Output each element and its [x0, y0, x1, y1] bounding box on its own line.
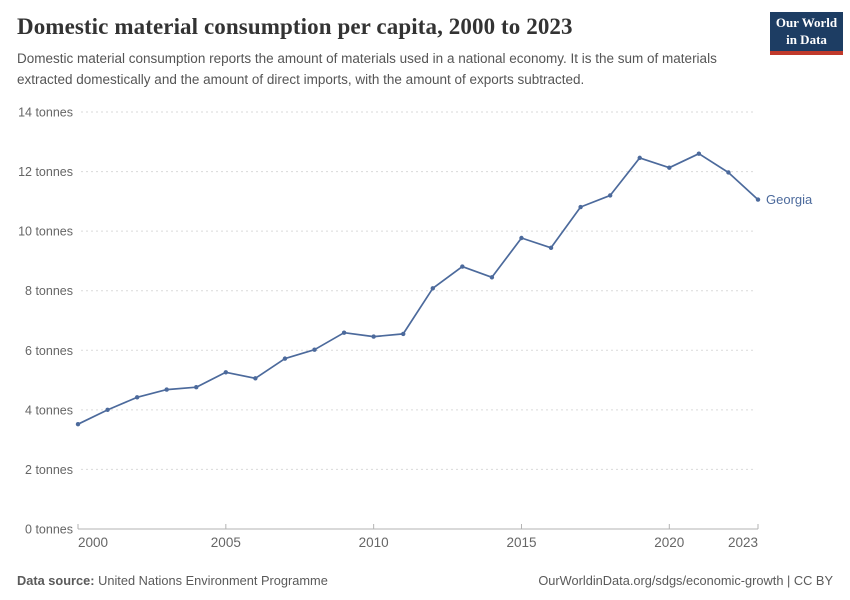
data-source-label: Data source:: [17, 573, 95, 588]
chart-subtitle: Domestic material consumption reports th…: [17, 51, 717, 87]
chart-title: Domestic material consumption per capita…: [17, 14, 573, 39]
series-line: [77, 152, 759, 426]
data-point: [755, 197, 761, 202]
line-chart: 0 tonnes 2 tonnes 4 tonnes 6 tonnes 8 tonnes…: [0, 95, 850, 560]
x-tick-label: 2010: [359, 535, 389, 550]
y-tick-label: 12 tonnes: [18, 165, 73, 179]
y-tick-label: 8 tonnes: [25, 284, 73, 298]
data-point: [667, 165, 672, 170]
data-point: [134, 395, 140, 400]
owid-logo-line1: Our World: [775, 15, 838, 31]
data-point: [726, 170, 731, 175]
data-point: [578, 204, 583, 210]
data-source: Data source: United Nations Environment …: [17, 573, 328, 588]
chart-footer: Data source: United Nations Environment …: [17, 573, 833, 588]
data-point: [696, 151, 702, 156]
y-tick-label: 14 tonnes: [18, 106, 73, 120]
y-tick-label: 0 tonnes: [25, 523, 73, 537]
data-point: [607, 193, 613, 198]
data-point: [341, 330, 347, 335]
data-point: [282, 356, 288, 361]
x-tick-label: 2005: [211, 535, 241, 550]
data-point: [548, 245, 554, 251]
x-tick-label: 2023: [728, 535, 758, 550]
data-point: [489, 275, 495, 280]
owid-logo: Our World in Data: [770, 12, 843, 55]
x-tick-label: 2015: [506, 535, 536, 550]
credit-line: OurWorldinData.org/sdgs/economic-growth …: [538, 573, 833, 588]
series-label[interactable]: Georgia: [766, 192, 813, 207]
y-tick-label: 10 tonnes: [18, 225, 73, 239]
data-point: [460, 264, 465, 269]
x-tick-label: 2020: [654, 535, 684, 550]
data-point: [164, 387, 169, 392]
chart-header: Domestic material consumption per capita…: [17, 14, 755, 91]
y-tick-label: 2 tonnes: [25, 463, 73, 477]
data-point: [194, 385, 199, 390]
data-point: [223, 370, 229, 375]
owid-logo-line2: in Data: [786, 31, 827, 47]
data-point: [430, 286, 435, 291]
x-tick-label: 2000: [78, 535, 108, 550]
data-point: [312, 347, 317, 352]
data-point: [253, 376, 258, 381]
data-point: [519, 235, 524, 241]
data-point: [371, 334, 376, 339]
data-point: [401, 331, 406, 337]
data-point: [637, 155, 642, 161]
line-chart-svg: 0 tonnes 2 tonnes 4 tonnes 6 tonnes 8 tonnes…: [18, 106, 813, 551]
data-point: [105, 407, 110, 413]
y-tick-label: 6 tonnes: [25, 344, 73, 358]
data-source-value: United Nations Environment Programme: [98, 573, 328, 588]
data-point: [75, 421, 81, 427]
y-tick-label: 4 tonnes: [25, 403, 73, 417]
